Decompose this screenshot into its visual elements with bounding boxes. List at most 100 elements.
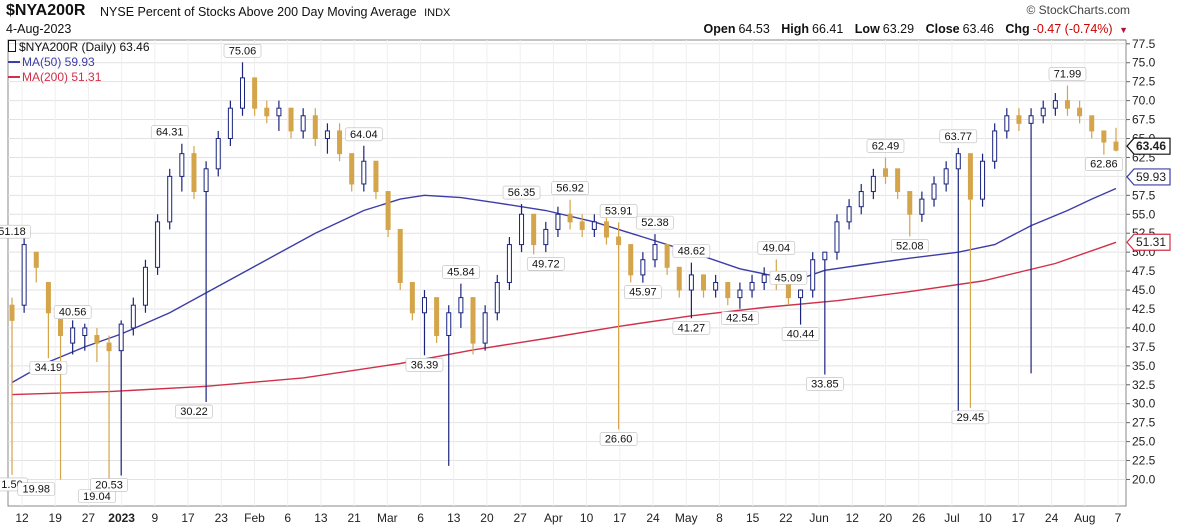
candle-body (531, 213, 537, 246)
candle-body (640, 259, 646, 276)
candle-body (337, 130, 343, 155)
candle-body (1028, 115, 1034, 124)
candle-body (276, 107, 282, 117)
candle-body (749, 281, 755, 291)
candle-body (506, 244, 512, 283)
x-tick-label: 20 (480, 511, 494, 525)
open-value: 64.53 (738, 22, 770, 36)
caret-down-icon[interactable]: ▼ (1119, 25, 1128, 35)
legend-ma200: MA(200) 51.31 (8, 70, 150, 85)
annotation-label: 52.38 (641, 217, 669, 229)
annotation-label: 49.04 (763, 242, 791, 254)
candle-body (652, 244, 658, 261)
annotation-box (405, 357, 444, 372)
annotation-box (599, 432, 638, 446)
x-tick-label: 27 (514, 511, 528, 525)
annotation-label: 26.60 (605, 433, 633, 445)
candle-body (33, 251, 39, 268)
candle-body (1113, 141, 1119, 151)
annotation-box (806, 377, 844, 391)
y-tick-label: 67.5 (1132, 113, 1156, 127)
candle-body (955, 153, 961, 170)
annotation-box (345, 127, 383, 142)
x-tick-label: 15 (746, 511, 760, 525)
candle-body (458, 297, 464, 314)
annotation-label: 1.50 (1, 479, 22, 491)
y-tick-label: 32.5 (1132, 378, 1156, 392)
candle-body (543, 228, 549, 246)
candle-body (179, 153, 185, 177)
candle-body (798, 289, 804, 299)
annotation-box (223, 43, 262, 58)
x-tick-label: 19 (49, 511, 63, 525)
x-tick-label: 22 (779, 511, 793, 525)
annotation-box (672, 321, 711, 335)
candle-body (70, 327, 76, 344)
x-tick-label: 26 (912, 511, 926, 525)
x-tick-label: 13 (314, 511, 328, 525)
x-tick-label: 9 (152, 511, 159, 525)
candle-body (446, 312, 452, 337)
x-tick-label: 27 (82, 511, 96, 525)
candle-body (713, 281, 719, 291)
candle-body (858, 191, 864, 208)
candle-body (664, 244, 670, 268)
annotation-label: 51.18 (0, 226, 26, 238)
candle-body (591, 221, 597, 230)
candle-body (1004, 115, 1010, 132)
candle-body (494, 281, 500, 314)
x-tick-label: 10 (580, 511, 594, 525)
brand-logo[interactable]: © StockCharts.com (1026, 3, 1130, 17)
annotation-label: 19.04 (83, 491, 111, 503)
symbol[interactable]: $NYA200R (6, 2, 86, 19)
x-tick-label: Aug (1074, 511, 1095, 525)
annotation-label: 40.56 (59, 307, 87, 319)
chart-date: 4-Aug-2023 (6, 22, 72, 36)
candle-body (118, 323, 124, 352)
y-tick-label: 70.0 (1132, 94, 1156, 108)
last-value-label: 59.93 (1136, 170, 1166, 184)
candle-body (167, 175, 173, 223)
y-tick-label: 42.5 (1132, 302, 1156, 316)
candle-body (191, 153, 197, 193)
annotation-box (624, 285, 662, 299)
x-tick-label: 6 (417, 511, 424, 525)
annotation-label: 36.39 (411, 359, 439, 371)
candle-body (82, 327, 88, 337)
candle-body (846, 206, 852, 223)
ohlc-readout: Open 64.53 High 66.41 Low 63.29 Close 63.46 … (704, 22, 1128, 36)
annotation-box (951, 410, 990, 425)
annotation-box (527, 256, 565, 271)
annotation-label: 64.31 (156, 127, 184, 139)
annotation-box (672, 244, 711, 258)
y-tick-label: 47.5 (1132, 264, 1156, 278)
candle-body (737, 289, 743, 299)
candle-body (943, 168, 949, 185)
annotation-box (757, 241, 796, 255)
last-value-label: 51.31 (1136, 235, 1166, 249)
candle-body (130, 304, 136, 329)
annotation-box (636, 215, 674, 230)
candle-body (822, 251, 828, 261)
legend-ma50-text: MA(50) 59.93 (22, 55, 95, 69)
chart-legend: $NYA200R (Daily) 63.46 MA(50) 59.93 MA(2… (8, 40, 150, 85)
last-value-label: 63.46 (1136, 139, 1166, 153)
candle-body (1052, 100, 1058, 109)
candle-body (967, 153, 973, 200)
y-tick-label: 27.5 (1132, 416, 1156, 430)
x-tick-label: 20 (879, 511, 893, 525)
candle-body (810, 259, 816, 291)
description-text: NYSE Percent of Stocks Above 200 Day Mov… (100, 5, 417, 19)
candle-body (761, 274, 767, 283)
y-tick-label: 40.0 (1132, 321, 1156, 335)
candle-body (785, 281, 791, 299)
annotation-box (502, 185, 541, 200)
exchange-label: INDX (424, 7, 451, 19)
annotation-label: 34.19 (35, 362, 63, 374)
annotation-label: 48.62 (678, 246, 706, 258)
y-tick-label: 57.5 (1132, 188, 1156, 202)
close-label: Close (925, 22, 960, 36)
candle-body (931, 183, 937, 200)
annotation-box (53, 305, 92, 319)
